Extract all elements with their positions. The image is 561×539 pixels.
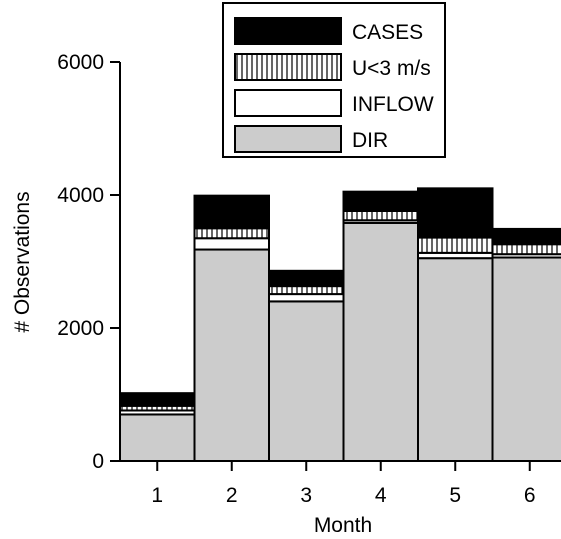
bar-u-3-m-s-5 bbox=[417, 236, 494, 254]
bar-cases-2 bbox=[193, 194, 270, 230]
legend-label: CASES bbox=[352, 21, 423, 44]
x-tick-label: 2 bbox=[226, 484, 238, 507]
y-tick-label: 6000 bbox=[57, 51, 104, 74]
y-axis-label: # Observations bbox=[11, 191, 34, 332]
bar-cases-5 bbox=[417, 187, 494, 239]
bar-u-3-m-s-2 bbox=[193, 227, 270, 240]
bar-cases-4 bbox=[342, 190, 419, 212]
y-tick-label: 2000 bbox=[57, 317, 104, 340]
legend-swatch-u-3-m-s bbox=[234, 53, 342, 81]
legend-label: INFLOW bbox=[352, 93, 434, 116]
bar-inflow-3 bbox=[268, 293, 345, 303]
x-tick-label: 5 bbox=[449, 484, 461, 507]
axes-layer bbox=[119, 62, 561, 462]
bar-dir-1 bbox=[119, 413, 196, 463]
bar-dir-5 bbox=[417, 257, 494, 462]
x-ticks-layer: 1 2 3 4 5 6 bbox=[151, 461, 536, 507]
y-ticks-layer: 0 2000 4000 6000 bbox=[57, 51, 120, 473]
legend-swatch-inflow bbox=[234, 89, 342, 117]
bars-layer bbox=[119, 187, 561, 463]
x-tick-label: 6 bbox=[524, 484, 536, 507]
x-axis-label: Month bbox=[314, 514, 372, 537]
bar-dir-6 bbox=[491, 256, 561, 463]
bar-u-3-m-s-3 bbox=[268, 285, 345, 296]
legend-label: U<3 m/s bbox=[352, 57, 431, 80]
bar-u-3-m-s-6 bbox=[491, 243, 561, 256]
bar-inflow-2 bbox=[193, 237, 270, 251]
legend: CASES U<3 m/s INFLOW DIR bbox=[222, 2, 446, 158]
legend-swatch-dir bbox=[234, 125, 342, 153]
bar-u-3-m-s-4 bbox=[342, 209, 419, 222]
x-tick-label: 4 bbox=[375, 484, 387, 507]
bar-cases-1 bbox=[119, 392, 196, 407]
x-tick-label: 3 bbox=[300, 484, 312, 507]
bar-dir-3 bbox=[268, 300, 345, 462]
bar-dir-2 bbox=[193, 248, 270, 462]
bar-cases-6 bbox=[491, 227, 561, 246]
legend-label: DIR bbox=[352, 129, 388, 152]
legend-swatch-cases bbox=[234, 17, 342, 45]
y-tick-label: 0 bbox=[92, 450, 104, 473]
bar-cases-3 bbox=[268, 269, 345, 288]
x-tick-label: 1 bbox=[151, 484, 163, 507]
bar-dir-4 bbox=[342, 221, 419, 462]
y-tick-label: 4000 bbox=[57, 184, 104, 207]
